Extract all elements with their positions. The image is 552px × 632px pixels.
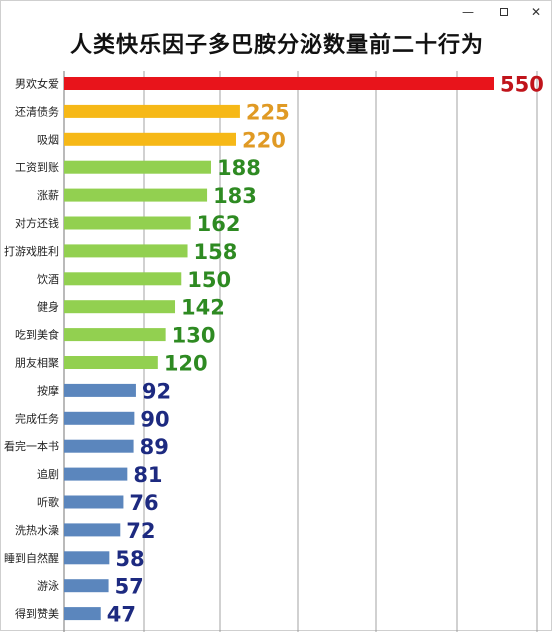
category-label: 涨薪 <box>37 189 59 202</box>
category-label: 听歌 <box>37 495 59 509</box>
maximize-button[interactable] <box>487 1 521 23</box>
data-label: 188 <box>217 156 261 180</box>
data-label: 162 <box>197 212 241 236</box>
bar <box>64 523 121 537</box>
category-label: 看完一本书 <box>4 439 59 453</box>
bar <box>64 104 240 118</box>
minimize-icon: — <box>462 5 474 19</box>
category-label: 睡到自然醒 <box>4 551 59 565</box>
category-label: 完成任务 <box>15 411 59 425</box>
bar <box>64 132 236 146</box>
bar <box>64 188 208 202</box>
category-label: 朋友相聚 <box>15 356 59 370</box>
category-label: 工资到账 <box>15 161 59 174</box>
data-label: 58 <box>115 547 144 571</box>
data-label: 183 <box>213 184 257 208</box>
category-label: 男欢女爱 <box>15 77 59 91</box>
data-label: 81 <box>133 463 162 487</box>
category-label: 吸烟 <box>37 132 59 146</box>
bar <box>64 551 110 565</box>
data-label: 47 <box>107 603 136 627</box>
data-label: 72 <box>126 519 155 543</box>
bar <box>64 467 128 481</box>
close-icon: ✕ <box>530 5 542 19</box>
data-label: 90 <box>140 407 169 431</box>
data-label: 57 <box>115 575 144 599</box>
data-label: 550 <box>500 73 544 97</box>
data-label: 142 <box>181 296 225 320</box>
maximize-icon <box>500 8 508 16</box>
category-label: 打游戏胜利 <box>4 244 59 258</box>
data-label: 130 <box>172 324 216 348</box>
close-button[interactable]: ✕ <box>519 1 552 23</box>
data-label: 120 <box>164 352 208 376</box>
minimize-button[interactable]: — <box>451 1 485 23</box>
category-label: 还清债务 <box>15 104 59 118</box>
chart-title: 人类快乐因子多巴胺分泌数量前二十行为 <box>69 33 484 58</box>
bar <box>64 272 182 286</box>
bar <box>64 77 494 90</box>
category-label: 游泳 <box>37 579 59 593</box>
bar <box>64 328 166 342</box>
bar <box>64 579 109 593</box>
title-bar: — ✕ <box>1 1 552 25</box>
category-label: 饮酒 <box>37 273 59 286</box>
category-label: 追剧 <box>37 467 59 481</box>
category-label: 吃到美食 <box>15 328 59 342</box>
category-label: 健身 <box>37 300 59 314</box>
data-label: 89 <box>140 435 169 459</box>
category-label: 按摩 <box>37 383 59 397</box>
bar <box>64 160 211 174</box>
category-label: 洗热水澡 <box>15 524 59 537</box>
bar <box>64 244 188 258</box>
bar <box>64 495 124 509</box>
category-label: 对方还钱 <box>15 216 59 230</box>
data-label: 225 <box>246 100 290 124</box>
bar <box>64 356 158 369</box>
data-label: 158 <box>194 240 238 264</box>
bar <box>64 607 101 621</box>
bar <box>64 216 191 230</box>
bar <box>64 383 136 397</box>
data-label: 150 <box>187 268 231 292</box>
data-label: 76 <box>129 491 158 515</box>
data-label: 92 <box>142 379 171 403</box>
category-label: 得到赞美 <box>15 608 59 621</box>
bar <box>64 300 176 314</box>
bar <box>64 411 135 425</box>
data-label: 220 <box>242 128 286 152</box>
bar <box>64 439 134 453</box>
